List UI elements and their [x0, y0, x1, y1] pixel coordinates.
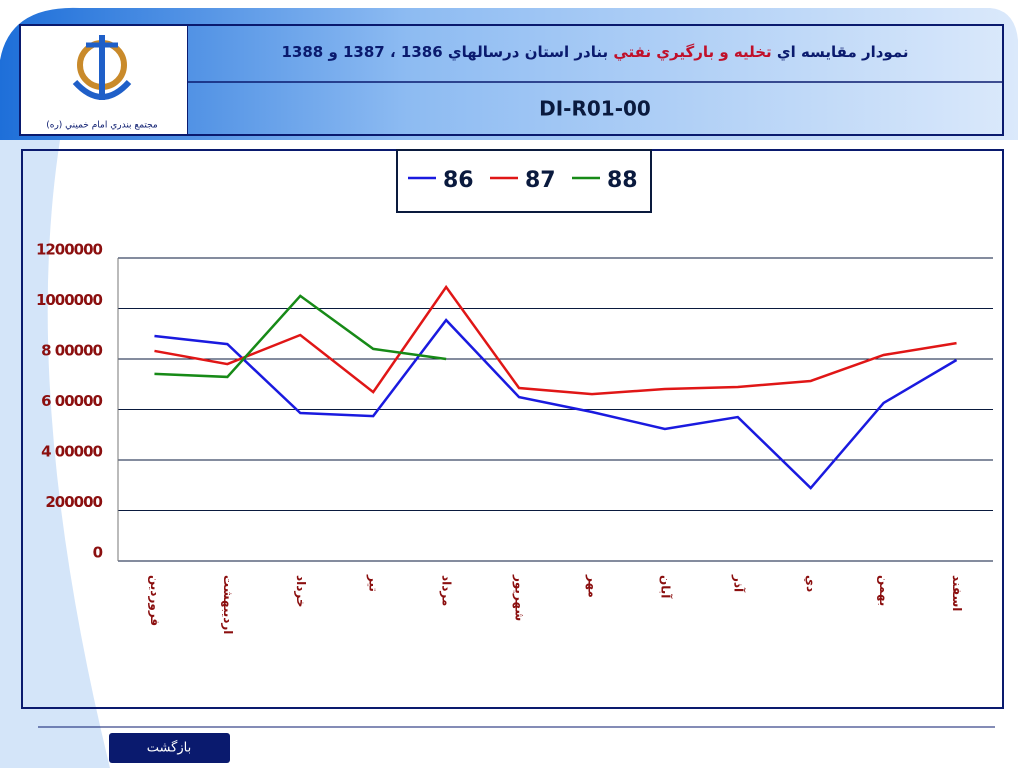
x-tick-label: تير — [367, 574, 381, 592]
legend-label: 87 — [525, 168, 556, 193]
x-tick-label: خرداد — [294, 575, 308, 608]
x-tick-label: ارديبهشت — [221, 575, 235, 634]
legend-box — [396, 149, 652, 213]
x-tick-label: شهريور — [512, 574, 527, 621]
x-tick-label: آبان — [658, 575, 673, 599]
x-tick-label: بهمن — [877, 575, 891, 606]
series-line — [154, 284, 957, 396]
back-button-label[interactable]: بازگشت — [147, 740, 191, 756]
y-tick-label: 0 — [93, 544, 103, 562]
slide-title: نمودار مقايسه اي تخليه و بارگيري نفتي بن… — [281, 43, 908, 62]
x-tick-label: اسفند — [950, 575, 964, 611]
series-line — [154, 318, 958, 490]
doc-code: DI-R01-00 — [539, 97, 651, 121]
logo — [72, 35, 132, 100]
x-tick-label: دي — [804, 575, 818, 592]
header-box — [19, 24, 1004, 136]
left-swoosh — [0, 140, 110, 768]
logo-caption: مجتمع بندري امام خميني (ره) — [46, 121, 158, 131]
y-tick-label: 6 00000 — [41, 392, 102, 410]
plot: 0 200000 4 00000 6 00000 8 00000 1000000 12000… — [36, 168, 993, 634]
title-part: نمودار مقايسه اي — [772, 43, 909, 62]
x-tick-label: فروردين — [147, 575, 162, 626]
x-tick-label: مرداد — [440, 575, 454, 606]
y-tick-label: 4 00000 — [41, 443, 102, 461]
y-tick-label: 1200000 — [36, 241, 103, 259]
title-part: بنادر استان درسالهاي 1386 ، 1387 و 1388 — [281, 43, 613, 62]
y-tick-label: 1000000 — [36, 291, 103, 309]
legend-label: 88 — [607, 168, 638, 193]
y-tick-label: 8 00000 — [41, 342, 102, 360]
back-button[interactable] — [109, 733, 230, 763]
x-tick-label: مهر — [585, 574, 599, 598]
series-line — [154, 294, 447, 379]
header-swoosh — [0, 7, 1018, 141]
x-tick-label: آذر — [731, 574, 746, 593]
y-tick-label: 200000 — [45, 493, 102, 511]
legend-label: 86 — [443, 168, 474, 193]
title-part: تخليه و بارگيري نفتي — [613, 43, 771, 62]
